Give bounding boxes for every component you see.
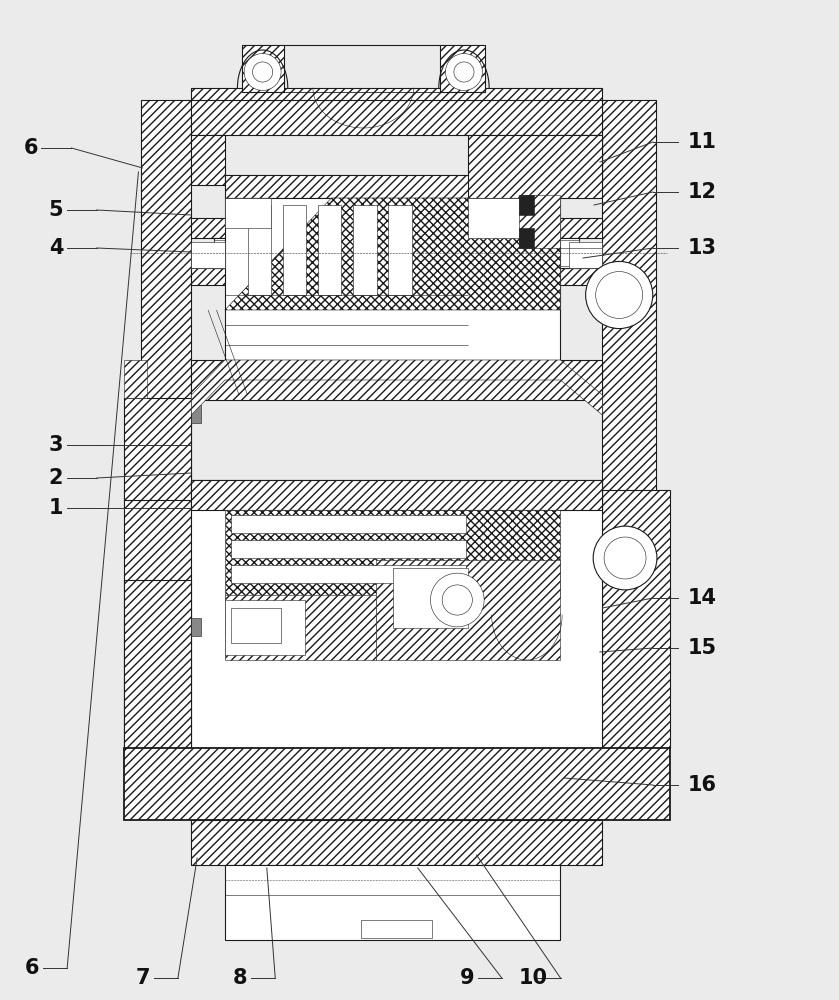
Bar xyxy=(468,198,560,238)
Circle shape xyxy=(430,573,484,627)
Bar xyxy=(519,228,534,248)
Text: 15: 15 xyxy=(688,638,717,658)
Polygon shape xyxy=(191,360,602,400)
Polygon shape xyxy=(225,175,560,198)
Polygon shape xyxy=(124,360,147,398)
Polygon shape xyxy=(242,45,284,92)
Polygon shape xyxy=(141,100,191,500)
Polygon shape xyxy=(191,135,225,185)
Text: 8: 8 xyxy=(233,968,248,988)
Bar xyxy=(393,568,468,628)
Bar xyxy=(283,205,306,295)
Bar xyxy=(353,205,377,295)
Text: 12: 12 xyxy=(688,182,717,202)
Bar xyxy=(519,195,534,215)
Bar xyxy=(191,618,201,636)
Bar xyxy=(225,198,560,383)
Bar xyxy=(225,865,560,940)
Polygon shape xyxy=(191,100,602,135)
Bar xyxy=(191,480,602,748)
Text: 11: 11 xyxy=(688,132,717,152)
Bar xyxy=(569,242,602,268)
Text: 9: 9 xyxy=(460,968,474,988)
Circle shape xyxy=(593,526,657,590)
Bar xyxy=(214,240,235,266)
Bar xyxy=(231,565,466,583)
Polygon shape xyxy=(519,195,560,248)
Polygon shape xyxy=(468,135,602,198)
Text: 7: 7 xyxy=(136,968,150,988)
Text: 13: 13 xyxy=(688,238,717,258)
Text: 4: 4 xyxy=(49,238,63,258)
Polygon shape xyxy=(225,510,560,598)
Bar xyxy=(191,405,201,423)
Polygon shape xyxy=(225,595,376,660)
Text: 14: 14 xyxy=(688,588,717,608)
Text: 6: 6 xyxy=(23,138,38,158)
Circle shape xyxy=(586,261,653,329)
Polygon shape xyxy=(191,480,602,510)
Bar xyxy=(231,515,466,533)
Polygon shape xyxy=(602,100,656,500)
Polygon shape xyxy=(191,218,602,238)
Polygon shape xyxy=(376,560,560,660)
Bar xyxy=(231,540,466,558)
Bar xyxy=(248,205,271,295)
Bar xyxy=(214,238,579,268)
Polygon shape xyxy=(225,198,560,310)
Polygon shape xyxy=(124,580,191,748)
Circle shape xyxy=(446,54,482,90)
Circle shape xyxy=(244,54,281,90)
Circle shape xyxy=(596,272,643,318)
Text: 6: 6 xyxy=(25,958,39,978)
Polygon shape xyxy=(560,135,602,185)
Text: 16: 16 xyxy=(688,775,717,795)
Text: 2: 2 xyxy=(49,468,63,488)
Text: 1: 1 xyxy=(49,498,63,518)
Polygon shape xyxy=(191,820,602,865)
Text: 10: 10 xyxy=(519,968,548,988)
Polygon shape xyxy=(191,268,602,285)
Bar xyxy=(361,920,432,938)
Polygon shape xyxy=(191,88,602,102)
Bar xyxy=(231,608,281,643)
Circle shape xyxy=(454,62,474,82)
Bar xyxy=(388,205,412,295)
Bar xyxy=(225,600,305,655)
Polygon shape xyxy=(124,398,191,500)
Polygon shape xyxy=(124,490,191,748)
Bar xyxy=(191,242,225,268)
Circle shape xyxy=(253,62,273,82)
Polygon shape xyxy=(191,360,602,415)
Polygon shape xyxy=(124,748,670,820)
Polygon shape xyxy=(602,490,670,748)
Bar xyxy=(558,240,579,266)
Bar xyxy=(225,198,271,228)
Polygon shape xyxy=(440,45,485,92)
Text: 3: 3 xyxy=(49,435,63,455)
Circle shape xyxy=(442,585,472,615)
Circle shape xyxy=(604,537,646,579)
Bar xyxy=(318,205,341,295)
Text: 5: 5 xyxy=(49,200,63,220)
